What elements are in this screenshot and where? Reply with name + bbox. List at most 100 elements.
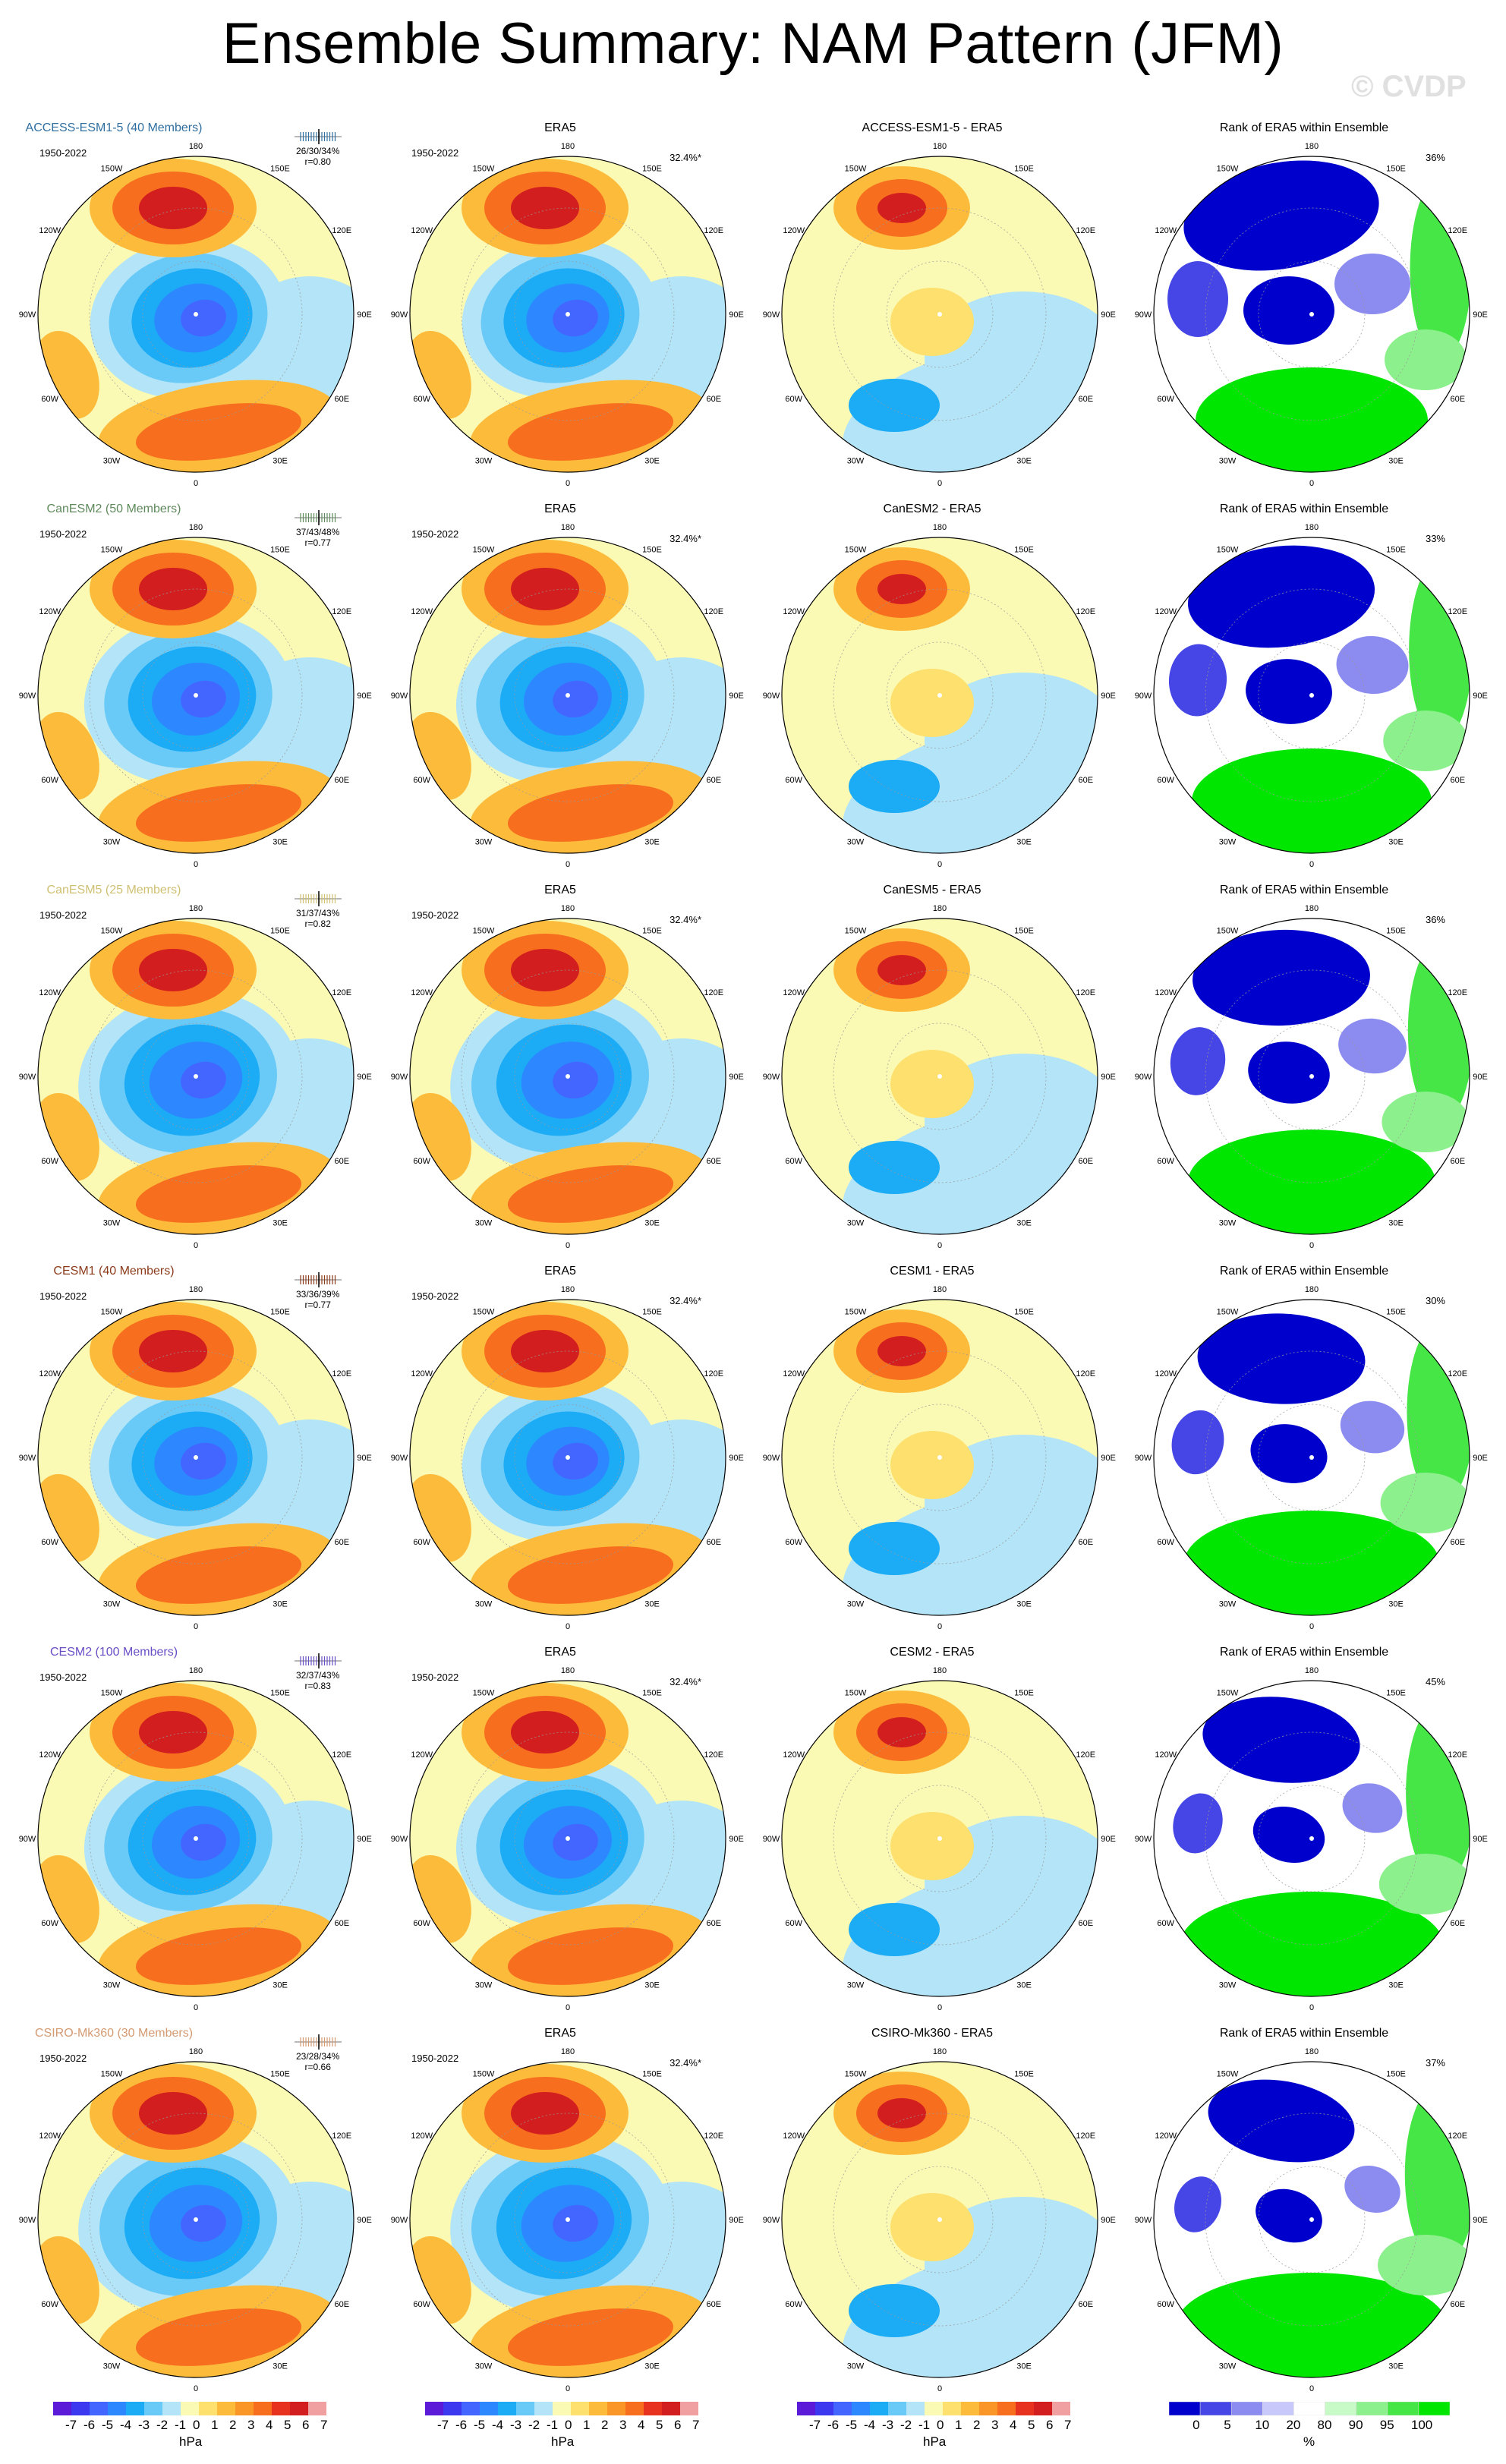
longitude-label: 0 [1309, 1241, 1314, 1250]
longitude-label: 150E [1014, 1689, 1034, 1698]
longitude-label: 120W [783, 607, 805, 616]
panel-era5: 180 150E 120E 90E 60E 30E 0 30W 60W 90W 120W 150W ER… [372, 1646, 748, 2027]
rank-low-region [1336, 635, 1409, 695]
longitude-label: 120W [39, 2132, 61, 2141]
longitude-label: 150W [101, 1308, 123, 1317]
latitude-ring [461, 1350, 675, 1564]
rank-low-region [1250, 1424, 1328, 1483]
panel-era5: 180 150E 120E 90E 60E 30E 0 30W 60W 90W 120W 150W ER… [372, 2027, 748, 2408]
polar-map: 180 150E 120E 90E 60E 30E 0 30W 60W 90W 120W 150W [1135, 1666, 1488, 2012]
longitude-label: 120E [1448, 2132, 1467, 2141]
map-field [38, 156, 354, 472]
years-label: 1950-2022 [411, 1672, 459, 1683]
variance-explained: 32.4%* [670, 1295, 701, 1306]
longitude-label: 150W [473, 927, 495, 936]
positive-anomaly [507, 1546, 674, 1604]
longitude-label: 60E [334, 2300, 349, 2309]
latitude-ring [1258, 2166, 1366, 2273]
latitude-ring [1258, 1785, 1366, 1892]
colorbar-tick: 10 [1255, 2418, 1270, 2432]
longitude-label: 60W [41, 2300, 58, 2309]
colorbar-tick: -7 [437, 2418, 449, 2432]
longitude-label: 90W [1135, 692, 1152, 701]
longitude-label: 0 [566, 860, 570, 869]
longitude-label: 90E [729, 1073, 744, 1082]
ensemble-stats: 31/37/43% r=0.82 [296, 908, 339, 929]
longitude-label: 150E [1014, 2070, 1034, 2079]
ensemble-stat-line: 37/43/48% [296, 527, 340, 537]
colorbar-tick: 4 [1010, 2418, 1017, 2432]
longitude-label: 120W [39, 1369, 61, 1379]
longitude-label: 0 [937, 2003, 942, 2012]
colorbar-swatch [852, 2402, 870, 2415]
colorbar-tick: 0 [1193, 2418, 1200, 2432]
latitude-ring [89, 1350, 303, 1564]
north-pole-marker [937, 2217, 942, 2222]
negative-anomaly [925, 1816, 1098, 1952]
colorbar-swatch [534, 2402, 553, 2415]
panel-rank: 180 150E 120E 90E 60E 30E 0 30W 60W 90W 120W 150W Ra… [1116, 884, 1492, 1265]
longitude-label: 120W [39, 607, 61, 616]
longitude-label: 30E [1016, 2362, 1032, 2371]
map-outline [1153, 1680, 1470, 1997]
longitude-label: 60W [785, 2300, 802, 2309]
longitude-label: 120E [1076, 1369, 1095, 1379]
longitude-label: 150W [473, 1689, 495, 1698]
longitude-label: 150E [270, 546, 290, 555]
longitude-label: 120E [332, 226, 351, 235]
colorbar-swatch [235, 2402, 254, 2415]
negative-anomaly [553, 1823, 598, 1861]
longitude-label: 30E [1016, 1599, 1032, 1609]
negative-anomaly [181, 1442, 226, 1480]
longitude-label: 150E [1386, 1689, 1406, 1698]
longitude-label: 90W [19, 310, 36, 320]
longitude-label: 30E [273, 1599, 288, 1609]
polar-map: 180 150E 120E 90E 60E 30E 0 30W 60W 90W 120W 150W [391, 1285, 744, 1631]
longitude-label: 30W [847, 1599, 865, 1609]
colorbar-tick: -1 [175, 2418, 187, 2432]
rank-high-region [1183, 1511, 1440, 1615]
longitude-label: 180 [189, 2047, 203, 2056]
longitude-label: 60E [334, 395, 349, 404]
longitude-label: 120E [332, 988, 351, 997]
longitude-label: 150W [473, 165, 495, 174]
rank-low-region [1340, 1401, 1405, 1454]
north-pole-marker [566, 1455, 570, 1460]
longitude-label: 30E [1016, 456, 1032, 465]
longitude-label: 60W [1157, 1919, 1174, 1928]
longitude-label: 120E [704, 2132, 723, 2141]
latitude-ring [1205, 969, 1419, 1183]
longitude-label: 90W [1135, 1073, 1152, 1082]
era5-title: ERA5 [544, 121, 576, 134]
longitude-label: 60W [413, 1919, 430, 1928]
colorbar-swatch [90, 2402, 108, 2415]
north-pole-marker [1309, 312, 1314, 317]
positive-anomaly [139, 1330, 207, 1372]
longitude-label: 180 [189, 1666, 203, 1675]
years-label: 1950-2022 [411, 909, 459, 921]
longitude-label: 90E [1473, 310, 1488, 320]
page-title: Ensemble Summary: NAM Pattern (JFM) [222, 11, 1284, 76]
north-pole-marker [566, 312, 570, 317]
difference-title: CSIRO-Mk360 - ERA5 [871, 2027, 994, 2040]
north-pole-marker [566, 1074, 570, 1079]
rank-high-region [1385, 329, 1467, 390]
model-title: CESM1 (40 Members) [53, 1265, 175, 1278]
longitude-label: 180 [189, 523, 203, 532]
rank-high-region [1378, 1854, 1470, 1914]
longitude-label: 30W [1219, 1599, 1237, 1609]
era5-title: ERA5 [544, 2027, 576, 2040]
longitude-label: 150E [642, 2070, 662, 2079]
longitude-label: 90W [391, 1073, 408, 1082]
longitude-label: 30W [475, 1980, 493, 1990]
ensemble-stats: 23/28/34% r=0.66 [296, 2051, 339, 2072]
polar-map: 180 150E 120E 90E 60E 30E 0 30W 60W 90W 120W 150W [19, 1285, 372, 1631]
longitude-label: 0 [566, 479, 570, 488]
longitude-label: 180 [1305, 2047, 1319, 2056]
colorbar-unit: hPa [551, 2434, 575, 2449]
polar-map: 180 150E 120E 90E 60E 30E 0 30W 60W 90W 120W 150W [1135, 904, 1488, 1250]
longitude-label: 60E [1078, 1157, 1093, 1166]
ensemble-spread-plot [295, 891, 342, 906]
longitude-label: 120W [411, 1369, 433, 1379]
longitude-label: 60E [706, 395, 721, 404]
